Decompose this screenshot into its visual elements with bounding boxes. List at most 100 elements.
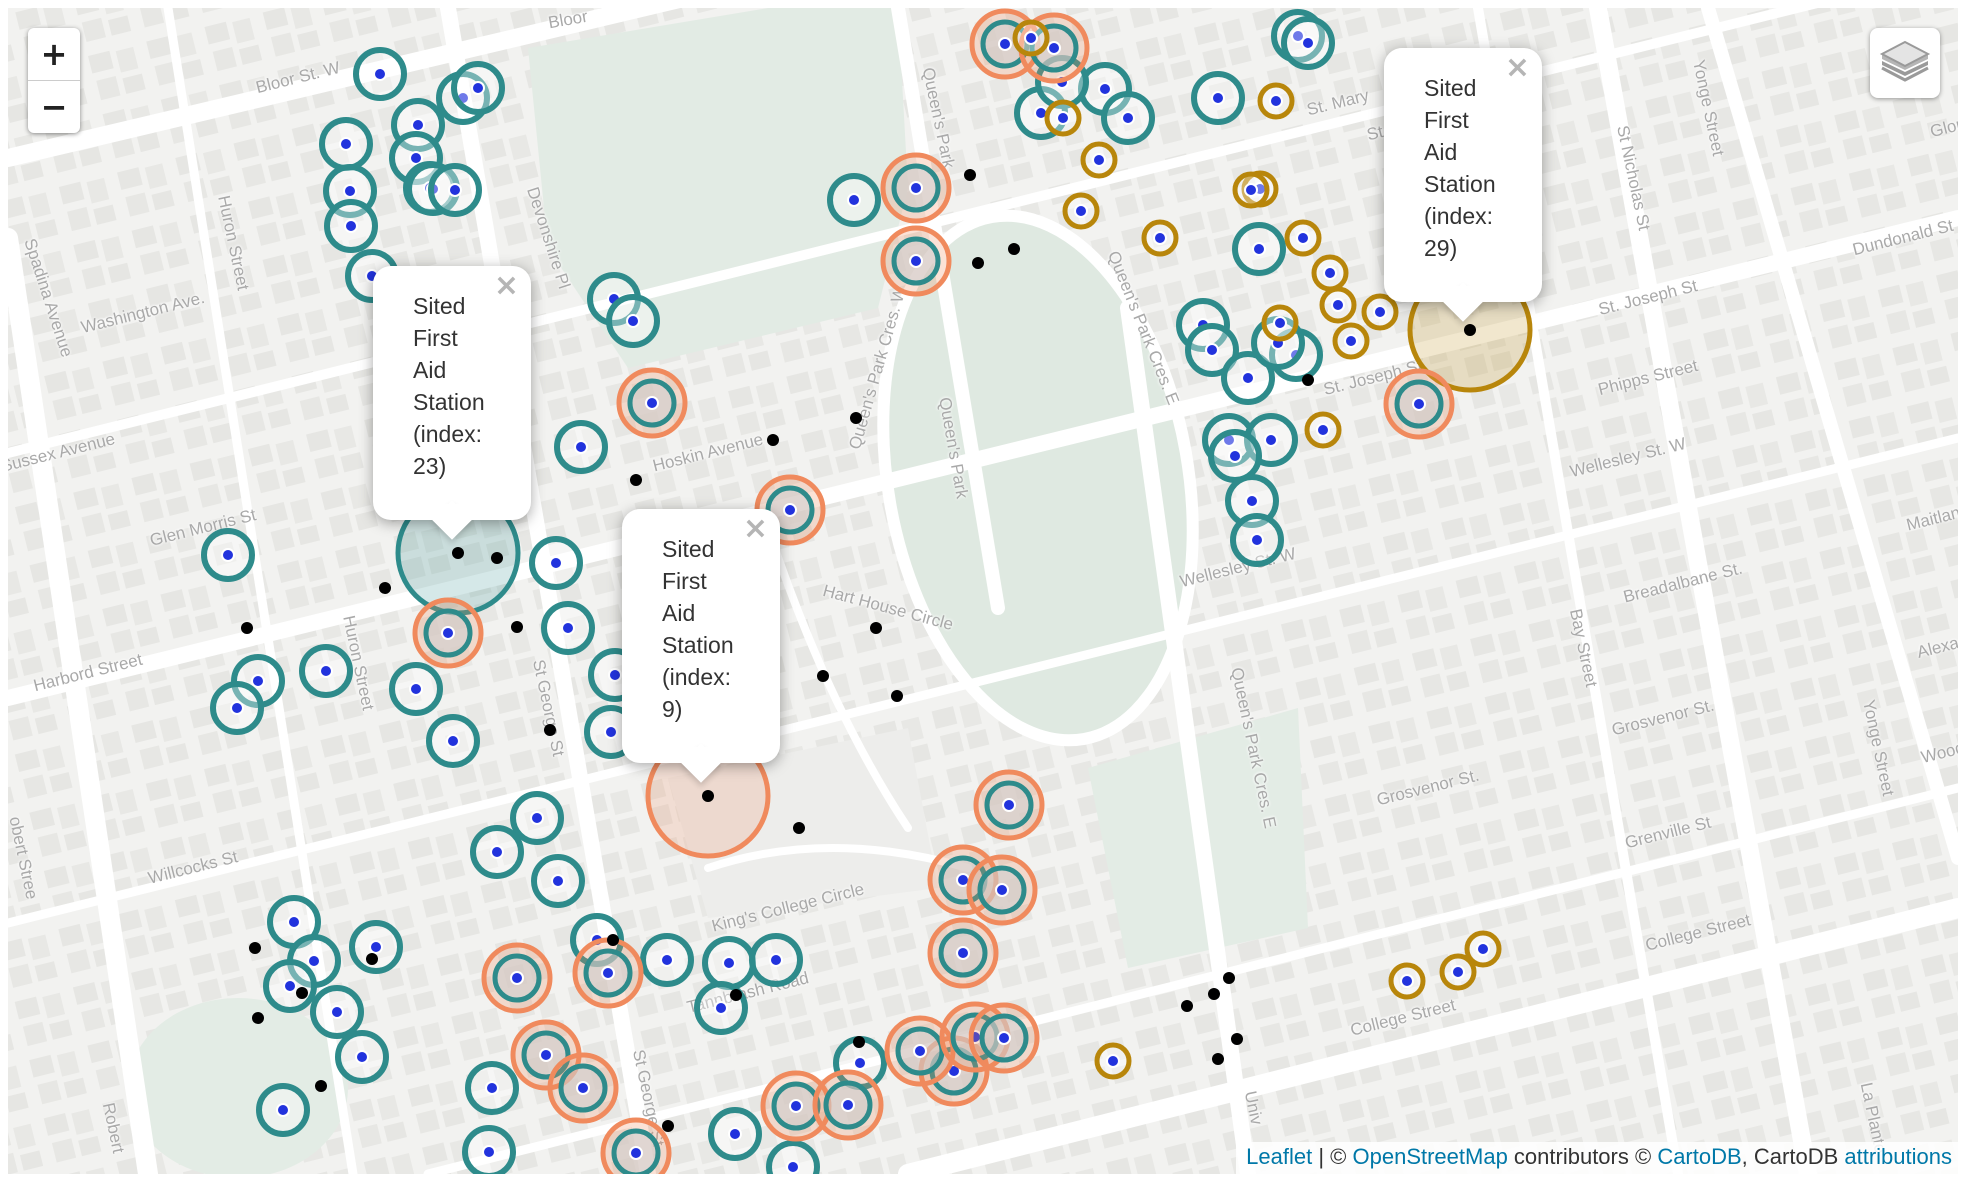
marker-dot[interactable] — [604, 725, 618, 739]
marker-dot[interactable] — [287, 915, 301, 929]
marker-dot[interactable] — [490, 845, 504, 859]
marker-dot[interactable] — [1211, 91, 1225, 105]
marker-dot[interactable] — [1301, 36, 1315, 50]
marker-dot[interactable] — [786, 1160, 800, 1174]
marker-dot[interactable] — [841, 1098, 855, 1112]
marker-dot[interactable] — [1476, 942, 1490, 956]
station-point[interactable] — [366, 953, 378, 965]
station-point[interactable] — [662, 1120, 674, 1132]
station-point[interactable] — [1008, 243, 1020, 255]
marker-dot[interactable] — [1331, 298, 1345, 312]
station-point[interactable] — [630, 474, 642, 486]
marker-dot[interactable] — [789, 1099, 803, 1113]
station-point[interactable] — [972, 257, 984, 269]
marker-dot[interactable] — [441, 626, 455, 640]
station-point[interactable] — [767, 434, 779, 446]
marker-dot[interactable] — [909, 181, 923, 195]
marker-dot[interactable] — [448, 183, 462, 197]
station-point[interactable] — [544, 724, 556, 736]
leaflet-link[interactable]: Leaflet — [1246, 1144, 1313, 1169]
marker-dot[interactable] — [1316, 423, 1330, 437]
station-point[interactable] — [607, 934, 619, 946]
marker-dot[interactable] — [1121, 111, 1135, 125]
marker-dot[interactable] — [1205, 343, 1219, 357]
marker-dot[interactable] — [1056, 111, 1070, 125]
marker-dot[interactable] — [549, 556, 563, 570]
zoom-out-button[interactable]: − — [28, 80, 80, 133]
marker-dot[interactable] — [471, 81, 485, 95]
marker-dot[interactable] — [574, 440, 588, 454]
marker-dot[interactable] — [510, 971, 524, 985]
marker-dot[interactable] — [1074, 204, 1088, 218]
marker-dot[interactable] — [1291, 29, 1305, 43]
marker-dot[interactable] — [660, 953, 674, 967]
popup-close-button[interactable]: × — [742, 511, 768, 546]
marker-dot[interactable] — [1373, 305, 1387, 319]
marker-dot[interactable] — [1002, 798, 1016, 812]
marker-dot[interactable] — [1153, 231, 1167, 245]
layers-control[interactable] — [1870, 28, 1940, 98]
marker-dot[interactable] — [601, 966, 615, 980]
map-view[interactable]: Bloor St. W Bloor Spadina Avenue Washington… — [8, 8, 1958, 1174]
marker-dot[interactable] — [251, 674, 265, 688]
station-point[interactable] — [296, 987, 308, 999]
marker-dot[interactable] — [1024, 31, 1038, 45]
marker-dot[interactable] — [1451, 965, 1465, 979]
marker-dot[interactable] — [1269, 94, 1283, 108]
marker-dot[interactable] — [1344, 334, 1358, 348]
station-point[interactable] — [1208, 988, 1220, 1000]
marker-dot[interactable] — [1252, 242, 1266, 256]
marker-dot[interactable] — [1241, 371, 1255, 385]
station-point[interactable] — [379, 582, 391, 594]
marker-dot[interactable] — [1264, 433, 1278, 447]
marker-dot[interactable] — [373, 67, 387, 81]
marker-dot[interactable] — [355, 1050, 369, 1064]
marker-dot[interactable] — [409, 682, 423, 696]
station-point[interactable] — [452, 547, 464, 559]
marker-dot[interactable] — [853, 1056, 867, 1070]
station-point[interactable] — [511, 621, 523, 633]
marker-dot[interactable] — [1244, 183, 1258, 197]
marker-dot[interactable] — [1092, 153, 1106, 167]
station-point[interactable] — [817, 670, 829, 682]
marker-dot[interactable] — [722, 956, 736, 970]
marker-dot[interactable] — [608, 668, 622, 682]
marker-dot[interactable] — [409, 151, 423, 165]
marker-dot[interactable] — [997, 1031, 1011, 1045]
marker-dot[interactable] — [551, 874, 565, 888]
station-point[interactable] — [1212, 1053, 1224, 1065]
station-point[interactable] — [870, 622, 882, 634]
marker-dot[interactable] — [1098, 82, 1112, 96]
station-point[interactable] — [964, 169, 976, 181]
marker-dot[interactable] — [482, 1145, 496, 1159]
marker-dot[interactable] — [307, 954, 321, 968]
markers-overlay[interactable] — [8, 8, 1958, 1174]
marker-dot[interactable] — [221, 548, 235, 562]
marker-dot[interactable] — [446, 734, 460, 748]
station-point[interactable] — [891, 690, 903, 702]
marker-dot[interactable] — [530, 811, 544, 825]
marker-dot[interactable] — [645, 396, 659, 410]
station-point[interactable] — [853, 1036, 865, 1048]
station-point[interactable] — [702, 790, 714, 802]
marker-dot[interactable] — [369, 940, 383, 954]
marker-dot[interactable] — [330, 1005, 344, 1019]
marker-dot[interactable] — [1106, 1054, 1120, 1068]
marker-dot[interactable] — [995, 883, 1009, 897]
marker-dot[interactable] — [909, 254, 923, 268]
marker-dot[interactable] — [1273, 316, 1287, 330]
marker-dot[interactable] — [230, 701, 244, 715]
marker-dot[interactable] — [1047, 41, 1061, 55]
marker-dot[interactable] — [998, 37, 1012, 51]
marker-dot[interactable] — [539, 1048, 553, 1062]
marker-dot[interactable] — [913, 1044, 927, 1058]
osm-link[interactable]: OpenStreetMap — [1352, 1144, 1508, 1169]
station-point[interactable] — [730, 989, 742, 1001]
marker-dot[interactable] — [956, 946, 970, 960]
teal-marker[interactable] — [766, 1140, 820, 1174]
station-point[interactable] — [249, 942, 261, 954]
marker-dot[interactable] — [728, 1127, 742, 1141]
station-point[interactable] — [241, 622, 253, 634]
marker-dot[interactable] — [1228, 449, 1242, 463]
marker-dot[interactable] — [1296, 231, 1310, 245]
